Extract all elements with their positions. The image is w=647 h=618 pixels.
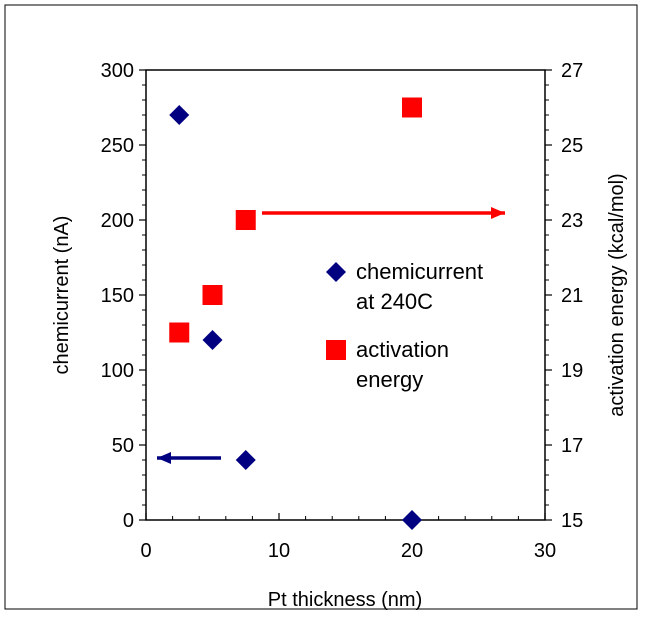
chemicurrent-point	[402, 510, 422, 530]
activation-energy-point	[235, 210, 256, 230]
chemicurrent-point	[235, 450, 256, 470]
y-tick-label: 300	[101, 60, 134, 82]
activation-energy-point	[402, 97, 422, 118]
y-tick-label: 50	[112, 435, 134, 457]
y-tick-label: 150	[101, 285, 134, 307]
legend-label: at 240C	[356, 289, 433, 314]
y-axis-title: chemicurrent (nA)	[51, 216, 73, 375]
legend-entry: chemicurrent at 240C	[326, 259, 483, 314]
x-tick-label: 0	[140, 540, 151, 562]
y2-tick-label: 25	[561, 135, 583, 157]
legend-diamond-marker	[326, 262, 346, 282]
y2-tick-label: 15	[561, 510, 583, 532]
legend-label: chemicurrent	[356, 259, 483, 284]
y2-tick-label: 27	[561, 60, 583, 82]
y2-tick-label: 21	[561, 285, 583, 307]
legend-label: energy	[356, 367, 423, 392]
y2-axis-title: activation energy (kcal/mol)	[606, 173, 628, 416]
legend-box	[310, 245, 525, 405]
x-tick-label: 20	[401, 540, 423, 562]
y-tick-label: 100	[101, 360, 134, 382]
activation-energy-point	[202, 285, 223, 305]
y-tick-label: 250	[101, 135, 134, 157]
x-tick-label: 10	[268, 540, 290, 562]
chemicurrent-point	[169, 105, 190, 125]
y2-tick-label: 23	[561, 210, 583, 232]
y-tick-label: 200	[101, 210, 134, 232]
legend-label: activation	[356, 337, 449, 362]
left-axis-arrow	[157, 452, 221, 464]
activation-energy-point	[169, 322, 190, 343]
right-axis-arrow-head	[491, 207, 505, 219]
left-axis-arrow-head	[157, 452, 171, 464]
legend-square-marker	[326, 340, 346, 360]
y-tick-label: 0	[123, 510, 134, 532]
chemicurrent-point	[202, 330, 223, 350]
y2-tick-label: 19	[561, 360, 583, 382]
x-axis-title: Pt thickness (nm)	[268, 589, 422, 611]
legend-entry: activation energy	[326, 337, 449, 392]
y2-tick-label: 17	[561, 435, 583, 457]
x-tick-label: 30	[534, 540, 556, 562]
right-axis-arrow	[262, 207, 505, 219]
